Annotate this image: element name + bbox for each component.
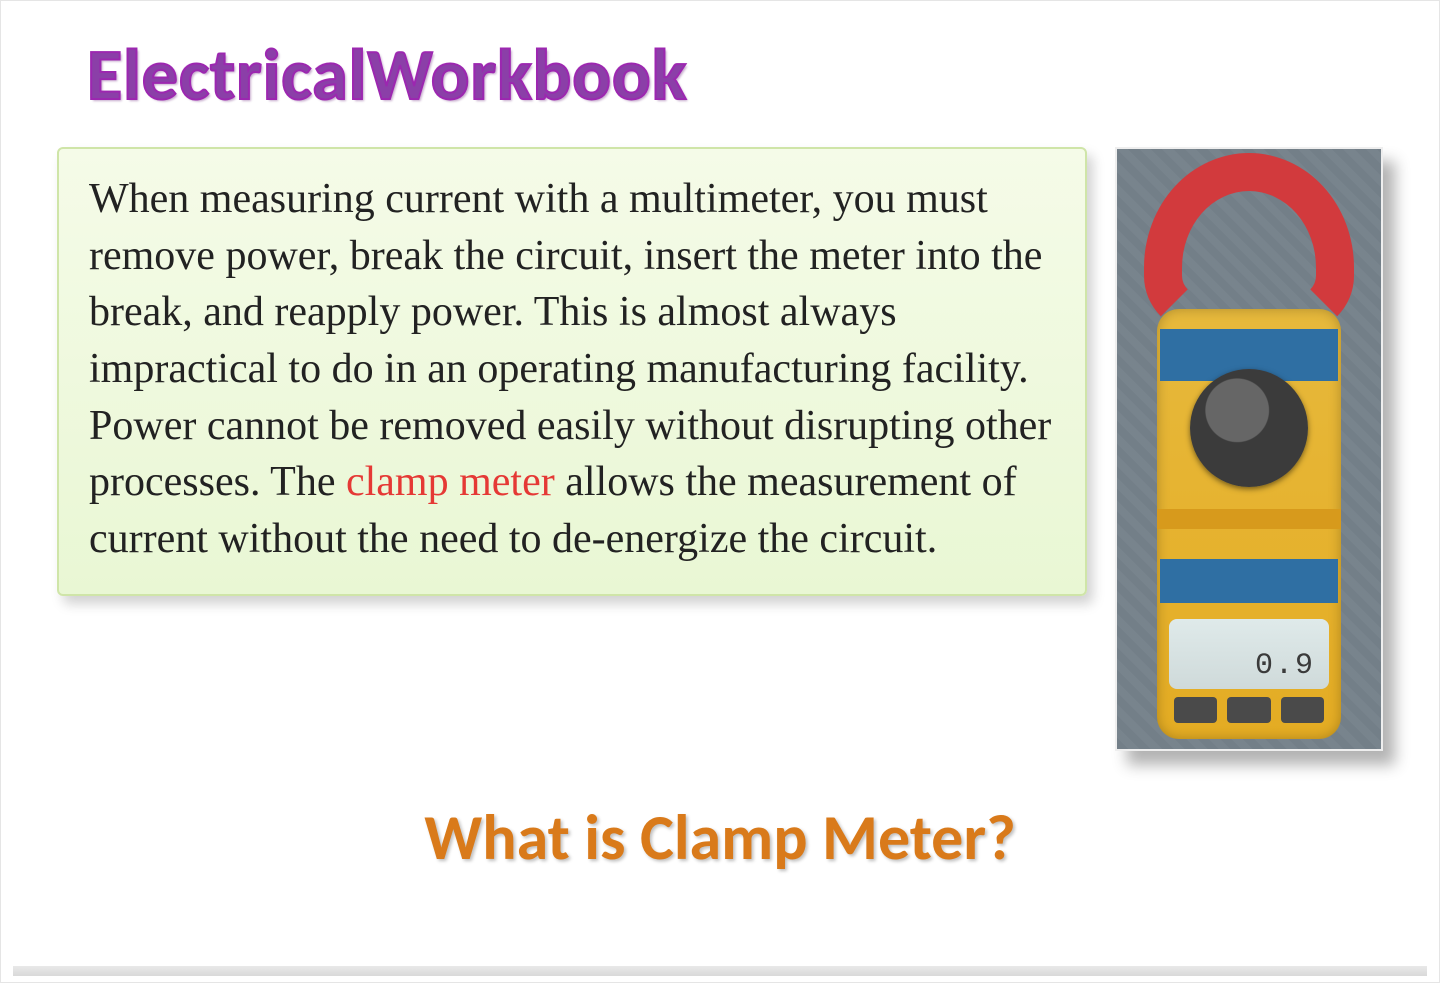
subtitle-punct: ? bbox=[986, 799, 1016, 877]
body-highlight: clamp meter bbox=[346, 459, 555, 505]
lcd-display: 0.9 bbox=[1169, 619, 1329, 689]
body-pre: When measuring current with a multimeter… bbox=[89, 176, 1051, 505]
slide: ElectricalWorkbook When measuring curren… bbox=[0, 0, 1440, 983]
brand-title: ElectricalWorkbook bbox=[87, 31, 1383, 119]
meter-button-icon bbox=[1174, 697, 1217, 723]
content-row: When measuring current with a multimeter… bbox=[57, 147, 1383, 751]
subtitle-text: What is Clamp Meter bbox=[424, 799, 986, 877]
meter-button-icon bbox=[1227, 697, 1270, 723]
button-row bbox=[1174, 697, 1324, 723]
clamp-meter-image: 0.9 bbox=[1115, 147, 1383, 751]
slide-bottom-edge bbox=[13, 966, 1427, 976]
label-block-bottom bbox=[1160, 559, 1338, 603]
description-box: When measuring current with a multimeter… bbox=[57, 147, 1087, 596]
clamp-jaw-icon bbox=[1144, 153, 1354, 333]
subtitle: What is Clamp Meter? bbox=[57, 799, 1383, 877]
mid-band bbox=[1157, 509, 1341, 529]
meter-button-icon bbox=[1281, 697, 1324, 723]
rotary-dial-icon bbox=[1190, 369, 1308, 487]
